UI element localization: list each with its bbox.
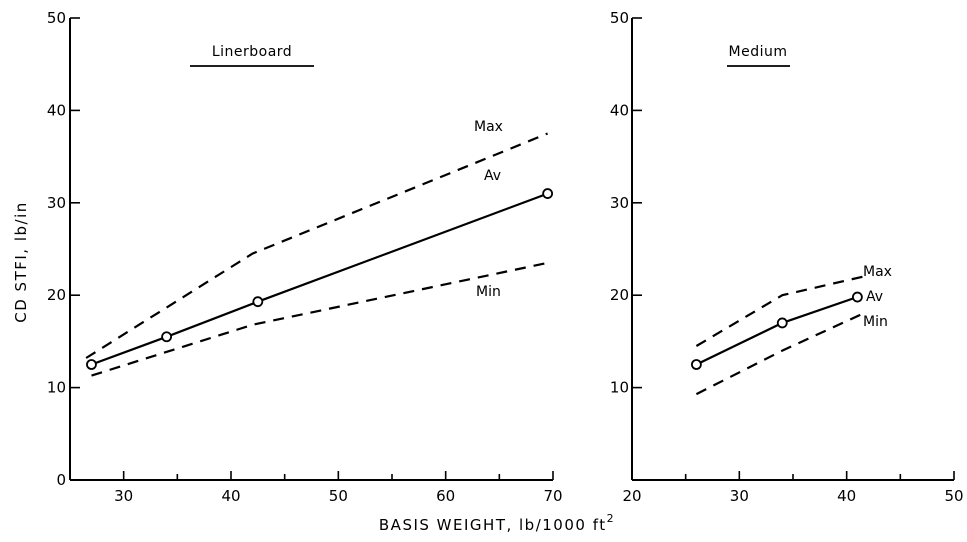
y-axis-title: CD STFI, lb/in — [12, 201, 30, 322]
linerboard-x-tick-label: 60 — [436, 487, 455, 505]
medium-x-tick-label: 30 — [730, 487, 749, 505]
linerboard-av-series-label: Av — [484, 168, 501, 184]
linerboard-y-tick-label: 50 — [47, 9, 66, 27]
linerboard-av-data-point — [161, 331, 173, 343]
linerboard-y-tick-label: 0 — [56, 471, 66, 489]
medium-min-series-line — [695, 312, 864, 396]
x-axis-title-superscript: 2 — [607, 512, 616, 525]
medium-y-tick-label: 20 — [610, 286, 629, 304]
linerboard-x-tick-label: 70 — [543, 487, 562, 505]
medium-panel-title: Medium — [729, 44, 788, 60]
medium-av-data-point — [776, 317, 788, 329]
linerboard-y-tick-label: 10 — [47, 379, 66, 397]
linerboard-min-series-line — [91, 261, 548, 377]
linerboard-panel: 30 40 50 60 70 0 10 20 30 40 50 Linerboard Max Av Min — [47, 9, 563, 505]
medium-av-data-point — [852, 291, 863, 303]
linerboard-av-series-line — [91, 192, 548, 366]
medium-y-tick-label: 40 — [610, 101, 629, 119]
medium-y-tick-label: 50 — [610, 9, 629, 27]
linerboard-y-tick-label: 20 — [47, 286, 66, 304]
medium-av-data-point — [691, 359, 702, 370]
medium-panel: 20 30 40 50 10 20 30 40 50 Medium Max Av Min — [610, 9, 964, 505]
linerboard-x-tick-label: 40 — [221, 487, 240, 505]
medium-max-series-line — [695, 275, 864, 347]
linerboard-min-series-label: Min — [476, 284, 501, 300]
medium-min-series-label: Min — [863, 314, 888, 330]
medium-x-tick-label: 50 — [944, 487, 963, 505]
linerboard-x-tick-label: 50 — [329, 487, 348, 505]
linerboard-max-series-label: Max — [474, 119, 503, 135]
linerboard-av-data-point — [86, 359, 97, 370]
linerboard-av-data-point — [252, 296, 264, 308]
medium-y-tick-label: 10 — [610, 379, 629, 397]
linerboard-y-tick-label: 40 — [47, 101, 66, 119]
linerboard-panel-title: Linerboard — [212, 44, 292, 60]
medium-y-tick-label: 30 — [610, 194, 629, 212]
medium-x-tick-label: 40 — [837, 487, 856, 505]
medium-av-series-label: Av — [866, 289, 883, 305]
x-axis-title: BASIS WEIGHT, lb/1000 ft2 — [379, 512, 615, 534]
linerboard-av-data-point — [542, 188, 554, 199]
linerboard-max-series-line — [85, 132, 549, 359]
linerboard-x-tick-label: 30 — [114, 487, 133, 505]
medium-max-series-label: Max — [863, 264, 892, 280]
linerboard-y-tick-label: 30 — [47, 194, 66, 212]
medium-x-tick-label: 20 — [622, 487, 641, 505]
x-axis-title-main: BASIS WEIGHT, lb/1000 ft — [379, 516, 607, 534]
